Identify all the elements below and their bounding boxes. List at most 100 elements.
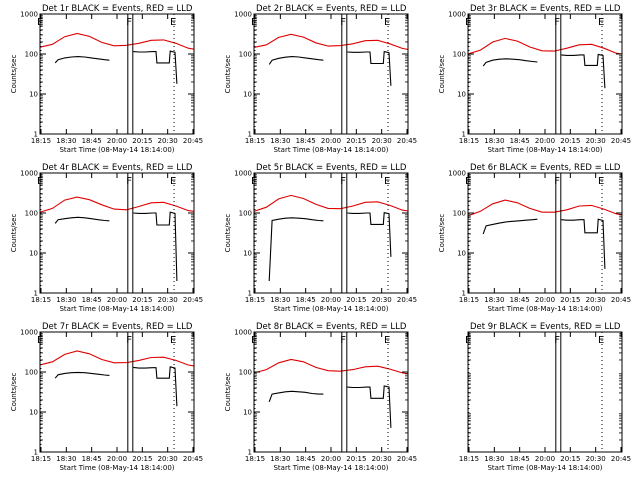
det1-ylabel: Counts/sec xyxy=(10,55,18,94)
det7-xtick-label-1: 18:15 xyxy=(31,455,51,463)
det5-marker-label-3: E xyxy=(384,176,390,187)
det1-xtick-label-1: 18:15 xyxy=(31,137,51,145)
det1-xtick-label-2: 18:30 xyxy=(56,137,76,145)
det9-xtick-label-4: 20:00 xyxy=(535,455,555,463)
det2-ytick-label-1: 1 xyxy=(248,131,252,139)
det2-lld-series-segment-1 xyxy=(254,33,408,50)
det6-ytick-label-2: 10 xyxy=(457,250,466,258)
det8-xtick-label-6: 20:30 xyxy=(372,455,392,463)
det5-xtick-label-7: 20:45 xyxy=(397,296,417,304)
det8-flag-band-2 xyxy=(341,331,348,453)
det6-xlabel: Start Time (08-May-14 18:14:00) xyxy=(487,305,602,313)
det9-xtick-label-2: 18:30 xyxy=(484,455,504,463)
det4-ylabel: Counts/sec xyxy=(10,214,18,253)
det4-ytick-label-4: 1000 xyxy=(20,170,38,178)
det1-xtick-label-7: 20:45 xyxy=(183,137,203,145)
det8-xtick-label-4: 20:00 xyxy=(321,455,341,463)
det6-axes-frame xyxy=(467,172,623,294)
det3-xtick-label-5: 20:15 xyxy=(560,137,580,145)
det8-axes-frame xyxy=(253,331,409,453)
det1-title: Det 1r BLACK = Events, RED = LLD xyxy=(42,4,193,14)
det6-ytick-label-3: 100 xyxy=(453,210,466,218)
det5-xlabel: Start Time (08-May-14 18:14:00) xyxy=(273,305,388,313)
det3-flag-band-2 xyxy=(555,13,562,135)
det7-ylabel: Counts/sec xyxy=(10,373,18,412)
det5-xtick-label-2: 18:30 xyxy=(270,296,290,304)
det4-lld-series-segment-1 xyxy=(40,196,194,213)
det6-xtick-label-5: 20:15 xyxy=(560,296,580,304)
det6-ylabel: Counts/sec xyxy=(438,214,446,253)
det6-lld-series-segment-1 xyxy=(468,199,622,217)
det2-xtick-label-5: 20:15 xyxy=(346,137,366,145)
det4-xlabel: Start Time (08-May-14 18:14:00) xyxy=(59,305,174,313)
det3-xlabel: Start Time (08-May-14 18:14:00) xyxy=(487,146,602,154)
det7-ytick-label-4: 1000 xyxy=(20,329,38,337)
det1-xtick-label-5: 20:15 xyxy=(132,137,152,145)
det2-xlabel: Start Time (08-May-14 18:14:00) xyxy=(273,146,388,154)
det9-xtick-label-1: 18:15 xyxy=(459,455,479,463)
det7-xtick-label-4: 20:00 xyxy=(107,455,127,463)
det2-xtick-label-6: 20:30 xyxy=(372,137,392,145)
det6-xtick-label-2: 18:30 xyxy=(484,296,504,304)
det4-xtick-label-4: 20:00 xyxy=(107,296,127,304)
det3-xtick-label-2: 18:30 xyxy=(484,137,504,145)
det4-xtick-label-2: 18:30 xyxy=(56,296,76,304)
det8-ytick-label-3: 100 xyxy=(239,369,252,377)
det8-xtick-label-5: 20:15 xyxy=(346,455,366,463)
det6-marker-label-3: E xyxy=(598,176,604,187)
det2-marker-label-2: F xyxy=(340,17,346,28)
det2-ytick-label-2: 10 xyxy=(243,91,252,99)
det9-flag-band-2 xyxy=(555,331,562,453)
det7-title: Det 7r BLACK = Events, RED = LLD xyxy=(42,322,193,332)
det1-xtick-label-4: 20:00 xyxy=(107,137,127,145)
det5-xtick-label-5: 20:15 xyxy=(346,296,366,304)
det2-events-series-segment-1 xyxy=(268,56,324,65)
det9-xtick-label-7: 20:45 xyxy=(611,455,631,463)
det7-xtick-label-6: 20:30 xyxy=(158,455,178,463)
det9-xlabel: Start Time (08-May-14 18:14:00) xyxy=(487,464,602,472)
det3-marker-label-3: E xyxy=(598,17,604,28)
det6-xtick-label-4: 20:00 xyxy=(535,296,555,304)
det1-marker-label-2: F xyxy=(126,17,132,28)
det8-xtick-label-3: 18:45 xyxy=(296,455,316,463)
det5-axes-frame xyxy=(253,172,409,294)
det5-ytick-label-3: 100 xyxy=(239,210,252,218)
det1-xtick-label-6: 20:30 xyxy=(158,137,178,145)
det3-xtick-label-3: 18:45 xyxy=(510,137,530,145)
det3-events-series-segment-2 xyxy=(561,53,606,89)
det6-marker-label-2: F xyxy=(554,176,560,187)
det9-xtick-label-6: 20:30 xyxy=(586,455,606,463)
det5-ytick-label-2: 10 xyxy=(243,250,252,258)
det5-events-series-segment-1 xyxy=(268,217,324,282)
det6-xtick-label-3: 18:45 xyxy=(510,296,530,304)
det8-lld-series-segment-1 xyxy=(254,358,408,375)
det5-xtick-label-4: 20:00 xyxy=(321,296,341,304)
det4-xtick-label-5: 20:15 xyxy=(132,296,152,304)
det3-ylabel: Counts/sec xyxy=(438,55,446,94)
det1-events-series-segment-1 xyxy=(54,56,110,64)
det5-xtick-label-3: 18:45 xyxy=(296,296,316,304)
det8-xtick-label-1: 18:15 xyxy=(245,455,265,463)
det3-axes-frame xyxy=(467,13,623,135)
det4-xtick-label-3: 18:45 xyxy=(82,296,102,304)
det8-events-series-segment-1 xyxy=(268,390,324,402)
det4-marker-label-3: E xyxy=(170,176,176,187)
det7-xtick-label-3: 18:45 xyxy=(82,455,102,463)
det2-flag-band-2 xyxy=(341,13,348,135)
det4-ytick-label-3: 100 xyxy=(25,210,38,218)
det3-events-series-segment-1 xyxy=(482,58,538,67)
det5-ytick-label-1: 1 xyxy=(248,290,252,298)
det1-lld-series-segment-1 xyxy=(40,32,194,50)
det4-events-series-segment-2 xyxy=(133,211,178,282)
det5-ylabel: Counts/sec xyxy=(224,214,232,253)
det4-xtick-label-1: 18:15 xyxy=(31,296,51,304)
det5-flag-band-2 xyxy=(341,172,348,294)
det2-xtick-label-2: 18:30 xyxy=(270,137,290,145)
det3-ytick-label-3: 100 xyxy=(453,51,466,59)
det6-xtick-label-7: 20:45 xyxy=(611,296,631,304)
